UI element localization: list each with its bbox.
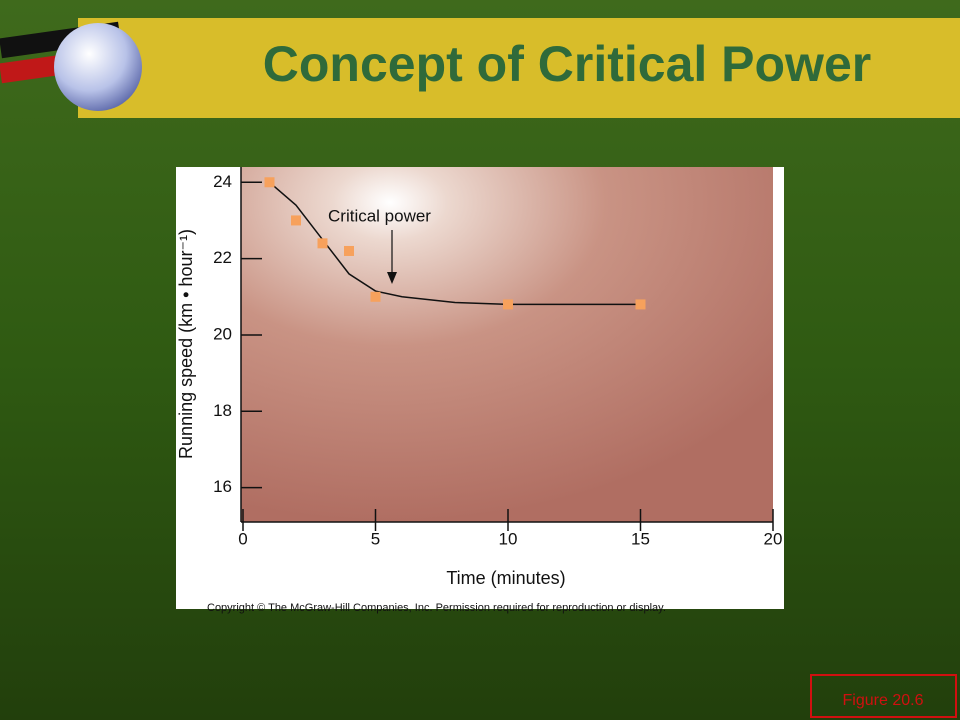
data-point [635, 299, 646, 310]
fitted-curve [269, 181, 641, 306]
data-point [370, 291, 381, 302]
data-point [264, 177, 275, 188]
y-tick-label: 22 [213, 248, 232, 267]
x-tick-label: 10 [499, 529, 518, 548]
copyright: Copyright © The McGraw-Hill Companies, I… [207, 602, 666, 614]
soccer-ball [54, 23, 142, 111]
x-axis-label: Time (minutes) [446, 568, 565, 588]
data-point [291, 215, 301, 226]
y-tick-label: 20 [213, 324, 232, 343]
x-tick-label: 0 [238, 529, 247, 548]
y-axis-label: Running speed (km • hour⁻¹) [176, 229, 196, 459]
data-point [503, 299, 513, 310]
x-tick-label: 15 [631, 529, 650, 548]
figure-label: Figure 20.6 [843, 692, 924, 709]
plot-area [241, 167, 773, 522]
title-bar [78, 18, 960, 118]
figure-label-box [810, 674, 957, 718]
x-tick-label: 5 [371, 529, 380, 548]
data-point [317, 238, 328, 249]
x-tick-label: 20 [764, 529, 783, 548]
annotation-arrowhead [387, 272, 397, 284]
y-tick-label: 24 [213, 172, 232, 191]
slide-title: Concept of Critical Power [263, 36, 871, 92]
data-point [344, 245, 354, 256]
annotation: Critical power [328, 206, 431, 225]
y-tick-label: 16 [213, 477, 232, 496]
chart: 16 18 20 22 24 0 5 10 15 20 Time (minutes) Running … [176, 167, 783, 588]
y-tick-label: 18 [213, 401, 232, 420]
